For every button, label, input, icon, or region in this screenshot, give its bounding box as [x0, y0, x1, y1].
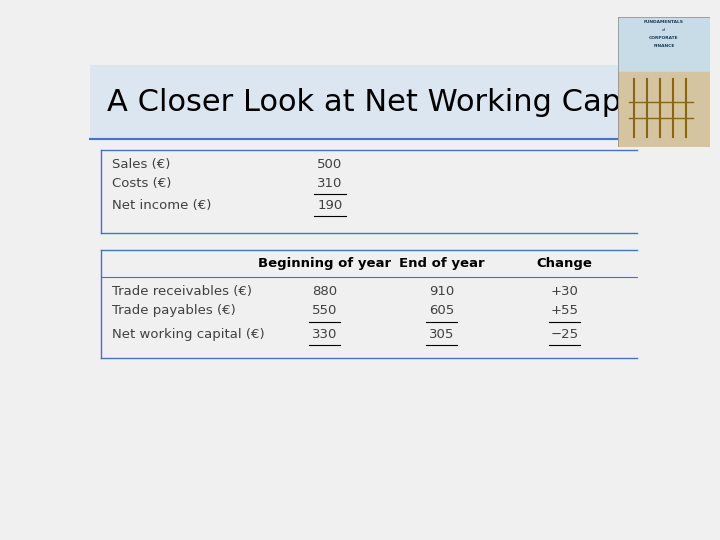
- Text: −25: −25: [550, 328, 578, 341]
- Text: 330: 330: [312, 328, 337, 341]
- Text: 605: 605: [429, 305, 454, 318]
- Text: A Closer Look at Net Working Capital: A Closer Look at Net Working Capital: [107, 87, 669, 117]
- Text: 190: 190: [318, 199, 343, 212]
- Text: FINANCE: FINANCE: [653, 44, 675, 48]
- Text: Trade payables (€): Trade payables (€): [112, 305, 236, 318]
- Text: Net working capital (€): Net working capital (€): [112, 328, 265, 341]
- Text: End of year: End of year: [399, 257, 485, 270]
- Text: Sales (€): Sales (€): [112, 158, 171, 171]
- Text: 550: 550: [312, 305, 337, 318]
- Text: Trade receivables (€): Trade receivables (€): [112, 285, 252, 298]
- Text: 910: 910: [429, 285, 454, 298]
- Text: CORPORATE: CORPORATE: [649, 36, 679, 40]
- Text: Costs (€): Costs (€): [112, 177, 171, 190]
- Text: Beginning of year: Beginning of year: [258, 257, 391, 270]
- Text: 880: 880: [312, 285, 337, 298]
- Text: Change: Change: [536, 257, 593, 270]
- Bar: [90, 65, 648, 139]
- Text: of: of: [662, 28, 666, 32]
- Bar: [618, 72, 710, 147]
- Text: Net income (€): Net income (€): [112, 199, 212, 212]
- Text: 310: 310: [318, 177, 343, 190]
- Text: 305: 305: [429, 328, 454, 341]
- Text: FUNDAMENTALS: FUNDAMENTALS: [644, 21, 684, 24]
- Text: +55: +55: [550, 305, 578, 318]
- Text: +30: +30: [550, 285, 578, 298]
- Text: 500: 500: [318, 158, 343, 171]
- Bar: [618, 17, 710, 72]
